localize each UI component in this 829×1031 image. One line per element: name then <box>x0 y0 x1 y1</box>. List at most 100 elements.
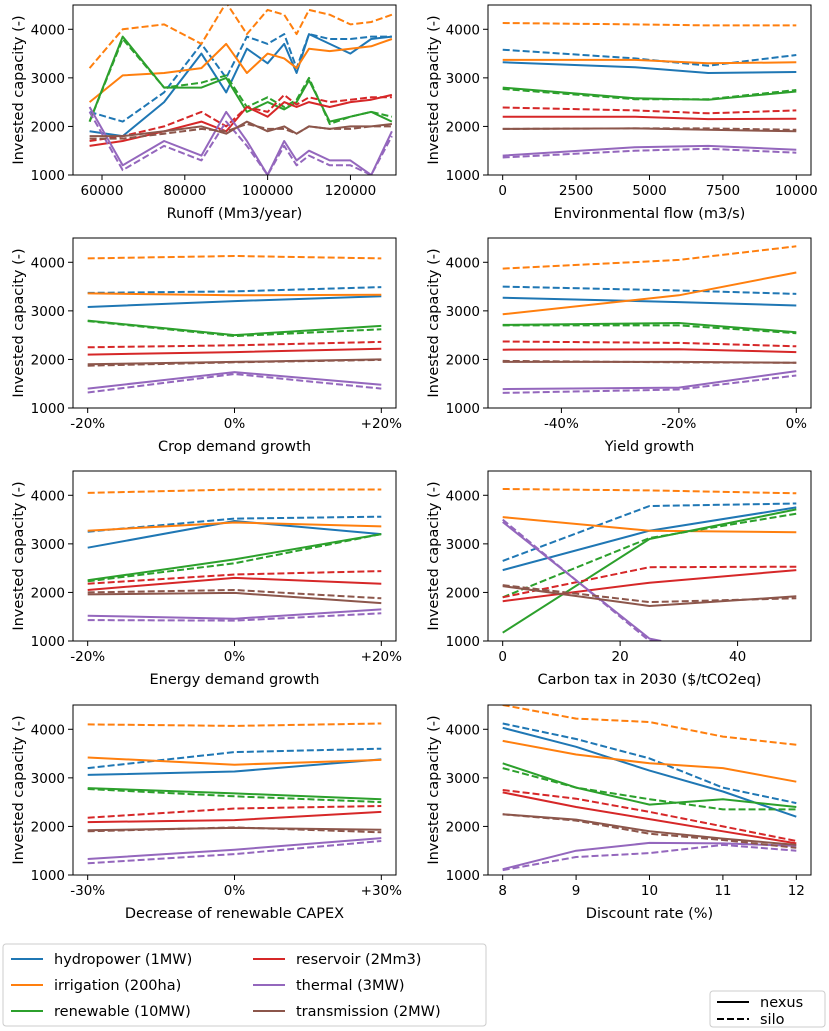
series-lines <box>502 22 797 159</box>
series-line-hydropower-silo <box>89 33 392 123</box>
series-line-thermal-nexus <box>502 370 797 391</box>
series-line-irrigation-nexus <box>502 739 797 783</box>
x-tick-label: 12 <box>788 883 805 899</box>
series-line-transmission-silo <box>89 123 392 140</box>
series-line-transmission-nexus <box>89 120 393 138</box>
series-line-irrigation-nexus <box>502 516 797 534</box>
legend-label-reservoir: reservoir (2Mm3) <box>296 952 421 968</box>
series-line-irrigation-nexus <box>88 38 393 103</box>
y-axis-label: Invested capacity (-) <box>426 248 442 397</box>
series-line-reservoir-silo <box>502 789 797 842</box>
series-line-irrigation-silo <box>502 488 797 495</box>
panel-energy: 1000 2000 3000 4000 -20% 0% +20% Energy demand … <box>11 470 402 688</box>
y-tick-label: 3000 <box>31 771 65 787</box>
series-line-transmission-silo <box>502 127 797 131</box>
x-axis-label: Carbon tax in 2030 ($/tCO2eq) <box>538 672 762 688</box>
legend-frame <box>2 943 487 1027</box>
legend-label-irrigation: irrigation (200ha) <box>54 978 181 994</box>
y-tick-label: 3000 <box>31 537 65 553</box>
x-tick-label: 0 <box>498 649 507 665</box>
series-line-irrigation-silo <box>502 22 797 27</box>
series-line-transmission-silo <box>87 358 382 367</box>
series-line-irrigation-silo <box>87 255 382 260</box>
plot-frame <box>72 4 397 176</box>
x-tick-label: +20% <box>361 416 402 432</box>
x-tick-label: -20% <box>70 649 105 665</box>
x-tick-label: 7500 <box>706 183 740 199</box>
x-tick-label: 0% <box>224 649 246 665</box>
y-tick-label: 1000 <box>446 401 480 417</box>
series-line-irrigation-nexus <box>502 58 797 65</box>
y-tick-label: 3000 <box>446 304 480 320</box>
y-tick-label: 1000 <box>446 868 480 884</box>
y-tick-label: 4000 <box>446 255 480 271</box>
series-line-renewable-nexus <box>502 762 797 808</box>
panel-discount: 1000 2000 3000 4000 8 9 10 11 12 Discount rate (%… <box>426 704 812 922</box>
series-line-thermal-nexus <box>87 608 382 620</box>
y-axis-label: Invested capacity (-) <box>11 15 27 164</box>
x-tick-label: -20% <box>70 416 105 432</box>
panel-carbon: 1000 2000 3000 4000 0 20 40 Carbon tax in 2030 … <box>426 470 812 688</box>
series-line-renewable-nexus <box>87 319 382 337</box>
series-line-irrigation-nexus <box>87 756 382 766</box>
series-line-renewable-silo <box>502 512 797 599</box>
series-line-reservoir-silo <box>502 106 797 115</box>
legend-label-renewable: renewable (10MW) <box>54 1004 191 1020</box>
y-tick-label: 2000 <box>446 819 480 835</box>
y-tick-label: 1000 <box>31 868 65 884</box>
legend-series: hydropower (1MW) irrigation (200ha) renewa… <box>2 943 487 1027</box>
y-tick-label: 2000 <box>446 585 480 601</box>
x-tick-label: 20 <box>612 649 629 665</box>
series-line-reservoir-silo <box>87 340 382 349</box>
series-line-reservoir-nexus <box>502 791 797 845</box>
plot-frame <box>487 237 812 409</box>
series-line-renewable-nexus <box>87 787 382 801</box>
series-lines <box>88 5 393 175</box>
series-line-renewable-silo <box>87 320 382 338</box>
series-line-hydropower-nexus <box>502 296 797 307</box>
series-line-irrigation-nexus <box>87 521 382 532</box>
series-line-thermal-nexus <box>502 841 797 871</box>
y-tick-label: 2000 <box>31 819 65 835</box>
series-line-hydropower-nexus <box>502 61 797 74</box>
y-tick-label: 4000 <box>31 255 65 271</box>
series-line-thermal-silo <box>502 843 797 872</box>
x-tick-label: 11 <box>714 883 731 899</box>
series-line-thermal-nexus <box>502 144 797 157</box>
series-lines <box>87 255 382 394</box>
x-tick-label: 0% <box>786 416 808 432</box>
plot-frame <box>487 470 812 642</box>
series-line-thermal-silo <box>87 612 382 622</box>
series-line-thermal-nexus <box>88 106 393 175</box>
y-tick-label: 4000 <box>446 722 480 738</box>
y-tick-label: 3000 <box>31 71 65 87</box>
y-tick-label: 2000 <box>446 352 480 368</box>
x-axis-label: Decrease of renewable CAPEX <box>125 906 344 922</box>
y-axis-label: Invested capacity (-) <box>426 15 442 164</box>
panel-yield: 1000 2000 3000 4000 -40% -20% 0% Yield growth In… <box>426 237 812 455</box>
series-line-hydropower-silo <box>502 48 797 67</box>
series-lines <box>502 705 797 872</box>
x-tick-label: -30% <box>70 883 105 899</box>
x-tick-label: 100000 <box>242 183 294 199</box>
y-tick-label: 4000 <box>446 488 480 504</box>
series-line-irrigation-silo <box>87 488 382 494</box>
x-axis-label: Discount rate (%) <box>586 906 713 922</box>
series-line-thermal-silo <box>502 147 797 159</box>
series-line-reservoir-nexus <box>502 115 797 121</box>
x-tick-label: 0% <box>224 416 246 432</box>
y-tick-label: 4000 <box>31 722 65 738</box>
series-line-hydropower-silo <box>87 747 382 770</box>
y-axis-label: Invested capacity (-) <box>11 248 27 397</box>
series-line-renewable-silo <box>502 767 797 811</box>
panel-envflow: 1000 2000 3000 4000 0 2500 5000 7500 10000 Enviro… <box>426 4 818 222</box>
y-tick-label: 2000 <box>446 119 480 135</box>
x-tick-label: 40 <box>729 649 746 665</box>
x-tick-label: 60000 <box>81 183 124 199</box>
x-tick-label: 0% <box>224 883 246 899</box>
y-tick-label: 4000 <box>31 488 65 504</box>
series-lines <box>502 245 797 394</box>
panel-crop: 1000 2000 3000 4000 -20% 0% +20% Crop demand gr… <box>11 237 402 455</box>
series-line-irrigation-nexus <box>502 271 797 316</box>
